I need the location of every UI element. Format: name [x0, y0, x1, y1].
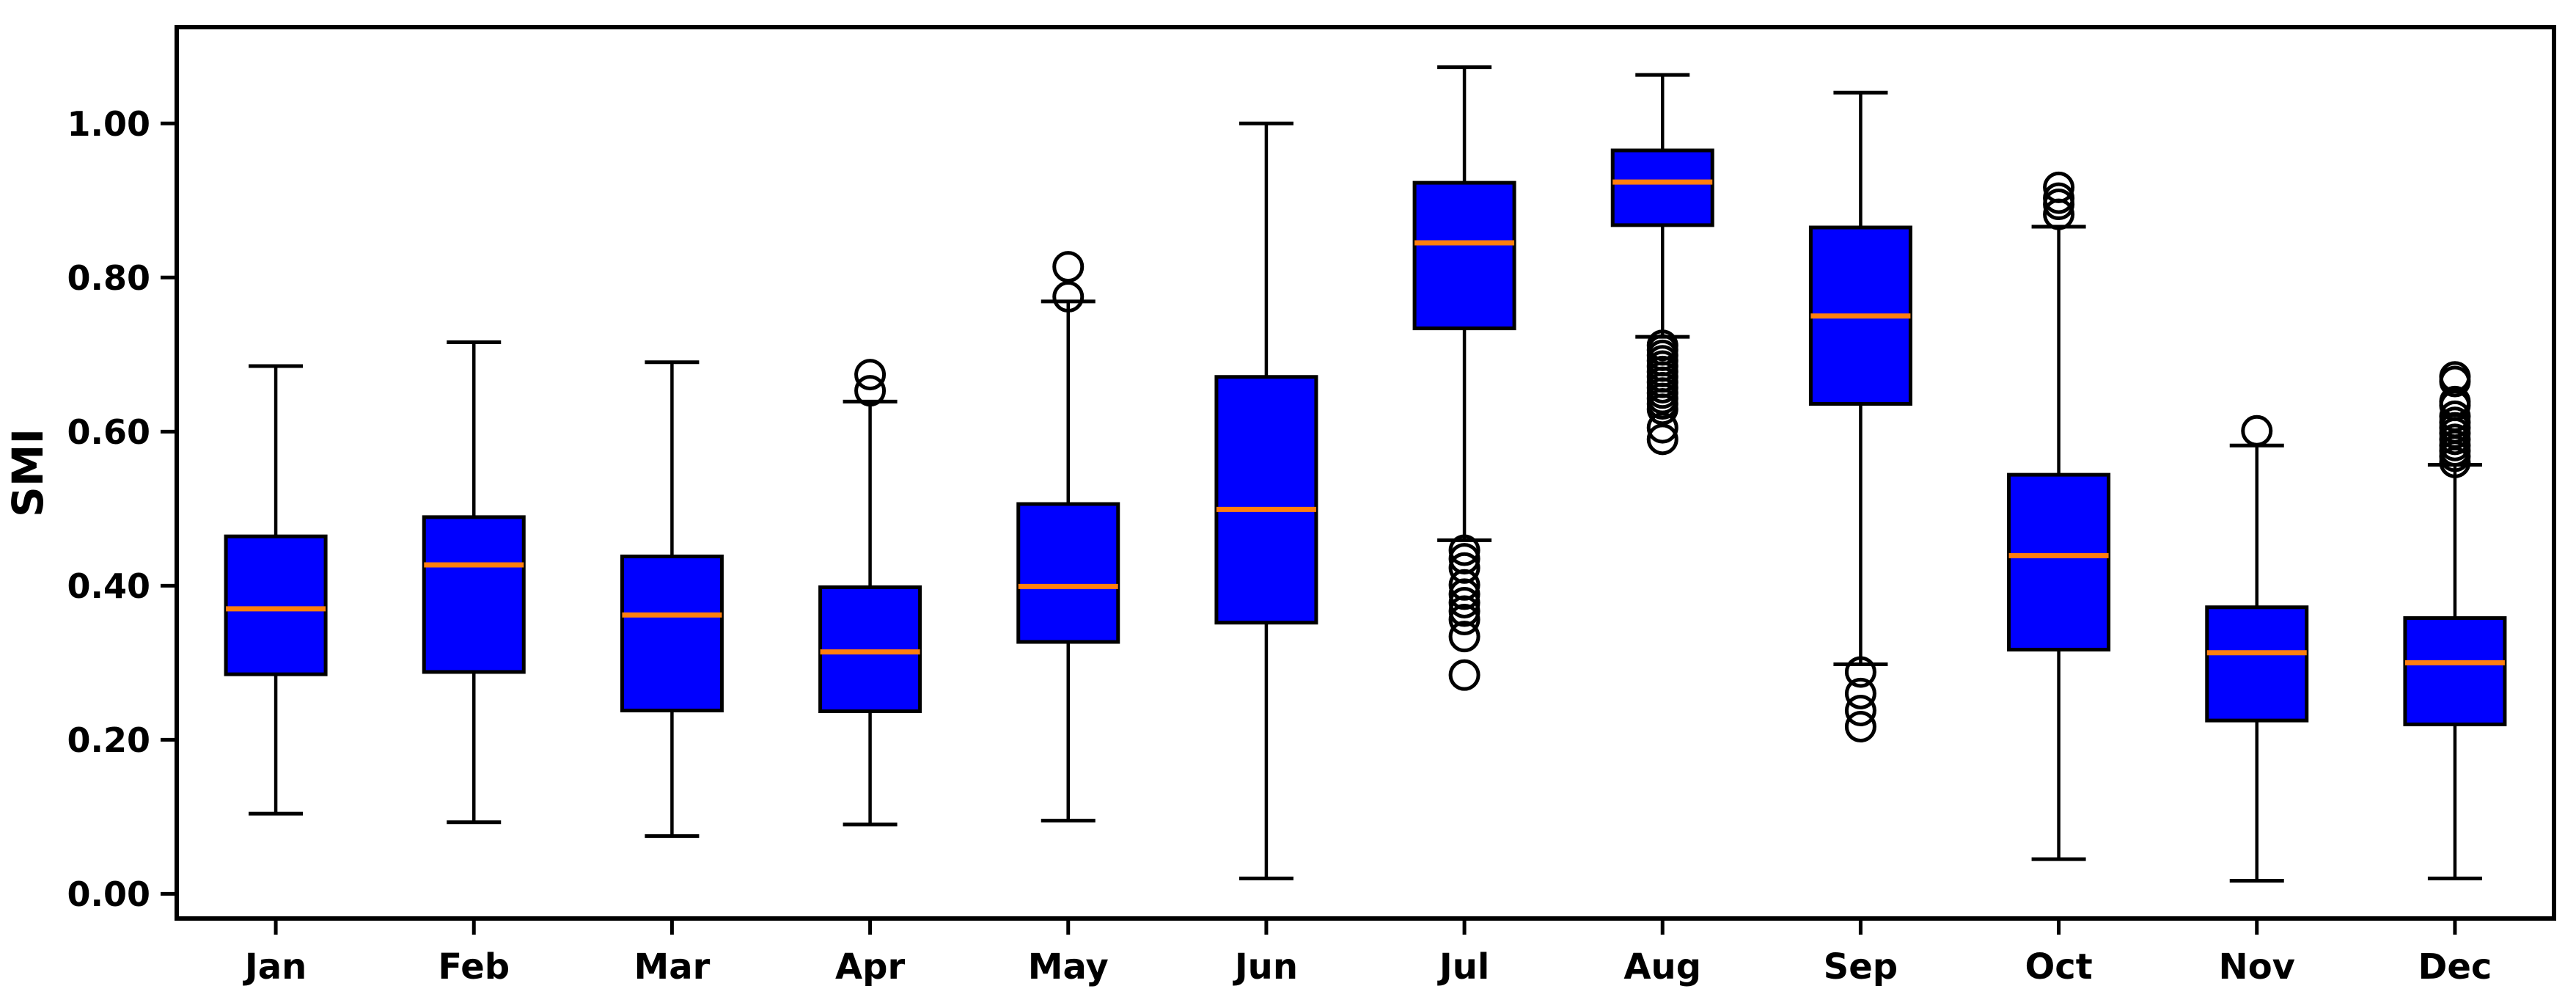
y-tick-label: 0.60 — [67, 412, 151, 452]
box-nov — [2205, 605, 2309, 723]
outlier-jul — [1448, 586, 1480, 618]
x-tick-label-feb: Feb — [438, 946, 510, 987]
x-tick-label-sep: Sep — [1824, 946, 1898, 987]
box-jan — [224, 534, 328, 676]
box-oct — [2007, 472, 2111, 652]
outlier-sep — [1844, 694, 1876, 726]
outlier-apr — [854, 375, 887, 407]
outlier-dec — [2439, 385, 2471, 417]
outlier-aug — [1646, 412, 1678, 444]
y-tick-label: 1.00 — [67, 104, 151, 144]
x-tick-label-may: May — [1028, 946, 1109, 987]
x-tick-label-jun: Jun — [1233, 946, 1298, 987]
x-tick-label-aug: Aug — [1623, 946, 1701, 987]
outlier-sep — [1844, 677, 1876, 709]
outlier-sep — [1844, 656, 1876, 688]
x-tick-label-mar: Mar — [634, 946, 711, 987]
box-may — [1016, 502, 1120, 644]
x-tick-label-oct: Oct — [2025, 946, 2092, 987]
outlier-nov — [2241, 414, 2273, 447]
box-feb — [422, 515, 526, 674]
outlier-jul — [1448, 534, 1480, 566]
x-tick-label-jan: Jan — [243, 946, 307, 987]
outlier-may — [1052, 281, 1085, 313]
y-tick-label: 0.40 — [67, 566, 151, 606]
outlier-sep — [1844, 711, 1876, 743]
x-tick-label-jul: Jul — [1437, 946, 1489, 987]
outlier-oct — [2043, 171, 2075, 203]
box-aug — [1610, 148, 1714, 227]
y-tick-label: 0.00 — [67, 874, 151, 914]
x-tick-label-dec: Dec — [2418, 946, 2492, 987]
outlier-dec — [2439, 361, 2471, 393]
outlier-jul — [1448, 578, 1480, 610]
y-tick-label: 0.20 — [67, 720, 151, 760]
outlier-dec — [2439, 400, 2471, 432]
box-jun — [1214, 375, 1318, 625]
box-mar — [620, 554, 724, 712]
outlier-jul — [1448, 604, 1480, 636]
y-axis-label: SMI — [3, 428, 53, 517]
x-tick-label-apr: Apr — [835, 946, 906, 987]
plot-area-frame — [175, 25, 2556, 921]
outlier-aug — [1646, 393, 1678, 426]
outlier-apr — [854, 359, 887, 391]
box-dec — [2403, 616, 2507, 726]
outlier-aug — [1646, 423, 1678, 456]
outlier-oct — [2043, 182, 2075, 214]
box-apr — [818, 585, 922, 714]
outlier-may — [1052, 251, 1085, 283]
outlier-jul — [1448, 621, 1480, 653]
y-tick-label: 0.80 — [67, 258, 151, 298]
outlier-jul — [1448, 659, 1480, 691]
box-jul — [1412, 180, 1516, 331]
outlier-jul — [1448, 595, 1480, 627]
x-tick-label-nov: Nov — [2219, 946, 2295, 987]
